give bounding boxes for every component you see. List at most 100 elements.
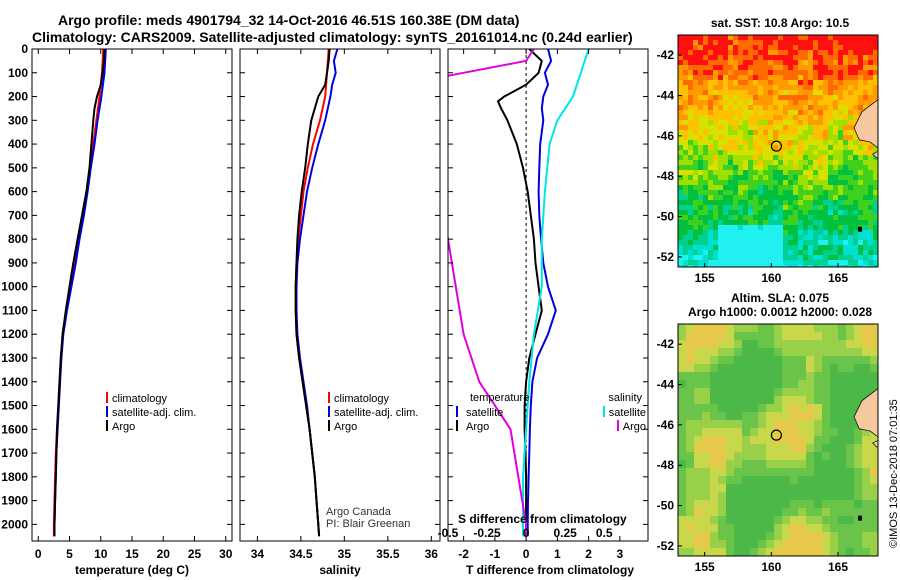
map-cell	[678, 65, 684, 71]
map-cell	[734, 380, 743, 389]
map-cell	[678, 240, 684, 246]
map-cell	[768, 110, 774, 116]
map-cell	[728, 210, 734, 216]
map-cell	[803, 170, 809, 176]
map-cell	[753, 45, 759, 51]
map-cell	[853, 80, 859, 86]
map-cell	[703, 225, 709, 231]
map-cell	[763, 40, 769, 46]
map-cell	[838, 40, 844, 46]
map-cell	[718, 40, 724, 46]
map-cell	[858, 65, 864, 71]
map-cell	[686, 524, 695, 533]
map-cell	[683, 230, 689, 236]
map-cell	[848, 115, 854, 121]
map-cell	[858, 110, 864, 116]
map-cell	[858, 200, 864, 206]
map-cell	[688, 165, 694, 171]
map-cell	[838, 105, 844, 111]
map-cell	[683, 45, 689, 51]
map-cell	[873, 210, 878, 216]
map-cell	[814, 364, 823, 373]
map-cell	[702, 436, 711, 445]
map-cell	[783, 265, 789, 267]
map-cell	[763, 225, 769, 231]
map-cell	[758, 356, 767, 365]
map-cell	[854, 452, 863, 461]
map-cell	[703, 110, 709, 116]
map-cell	[828, 235, 834, 241]
map-cell	[742, 348, 751, 357]
map-cell	[738, 115, 744, 121]
map-cell	[870, 540, 878, 549]
map-cell	[678, 160, 684, 166]
map-cell	[790, 396, 799, 405]
map-cell	[803, 60, 809, 66]
map-cell	[713, 85, 719, 91]
map-cell	[748, 220, 754, 226]
map-cell	[753, 75, 759, 81]
map-cell	[862, 516, 871, 525]
map-cell	[854, 460, 863, 469]
map-cell	[798, 460, 807, 469]
legend-swatch-climatology	[106, 392, 108, 404]
x-tick-label: 34	[251, 547, 265, 561]
map-cell	[828, 215, 834, 221]
map-cell	[793, 70, 799, 76]
map-cell	[843, 150, 849, 156]
map-cell	[733, 115, 739, 121]
map-cell	[828, 175, 834, 181]
map-cell	[723, 225, 729, 231]
map-cell	[813, 115, 819, 121]
sla-map-title-2: Argo h1000: 0.0012 h2000: 0.028	[687, 305, 873, 319]
map-cell	[688, 40, 694, 46]
map-cell	[838, 380, 847, 389]
map-cell	[822, 524, 831, 533]
map-cell	[838, 125, 844, 131]
map-cell	[766, 388, 775, 397]
map-cell	[693, 120, 699, 126]
map-cell	[798, 380, 807, 389]
map-cell	[814, 452, 823, 461]
map-cell	[783, 200, 789, 206]
map-cell	[808, 135, 814, 141]
map-cell	[823, 55, 829, 61]
map-cell	[723, 160, 729, 166]
map-cell	[708, 100, 714, 106]
legend-label-climatology: climatology	[334, 393, 390, 405]
map-cell	[723, 265, 729, 267]
map-cell	[793, 200, 799, 206]
map-cell	[858, 100, 864, 106]
title-line-2: Climatology: CARS2009. Satellite-adjuste…	[32, 29, 633, 45]
map-cell	[873, 55, 878, 61]
map-cell	[778, 160, 784, 166]
map-cell	[698, 35, 704, 41]
map-cell	[738, 120, 744, 126]
map-cell	[703, 125, 709, 131]
map-cell	[686, 404, 695, 413]
map-cell	[788, 70, 794, 76]
map-cell	[708, 155, 714, 161]
map-cell	[742, 548, 751, 556]
map-cell	[813, 235, 819, 241]
map-cell	[763, 130, 769, 136]
map-cell	[833, 75, 839, 81]
map-cell	[693, 265, 699, 267]
y-tick-label: 1000	[1, 280, 28, 294]
map-cell	[738, 150, 744, 156]
map-cell	[742, 436, 751, 445]
map-cell	[873, 225, 878, 231]
map-cell	[703, 195, 709, 201]
map-cell	[710, 388, 719, 397]
map-cell	[830, 348, 839, 357]
map-cell	[733, 110, 739, 116]
map-cell	[728, 40, 734, 46]
map-cell	[693, 200, 699, 206]
map-cell	[708, 210, 714, 216]
map-cell	[863, 70, 869, 76]
map-cell	[713, 105, 719, 111]
map-cell	[758, 125, 764, 131]
map-cell	[768, 205, 774, 211]
map-cell	[703, 160, 709, 166]
map-cell	[698, 55, 704, 61]
